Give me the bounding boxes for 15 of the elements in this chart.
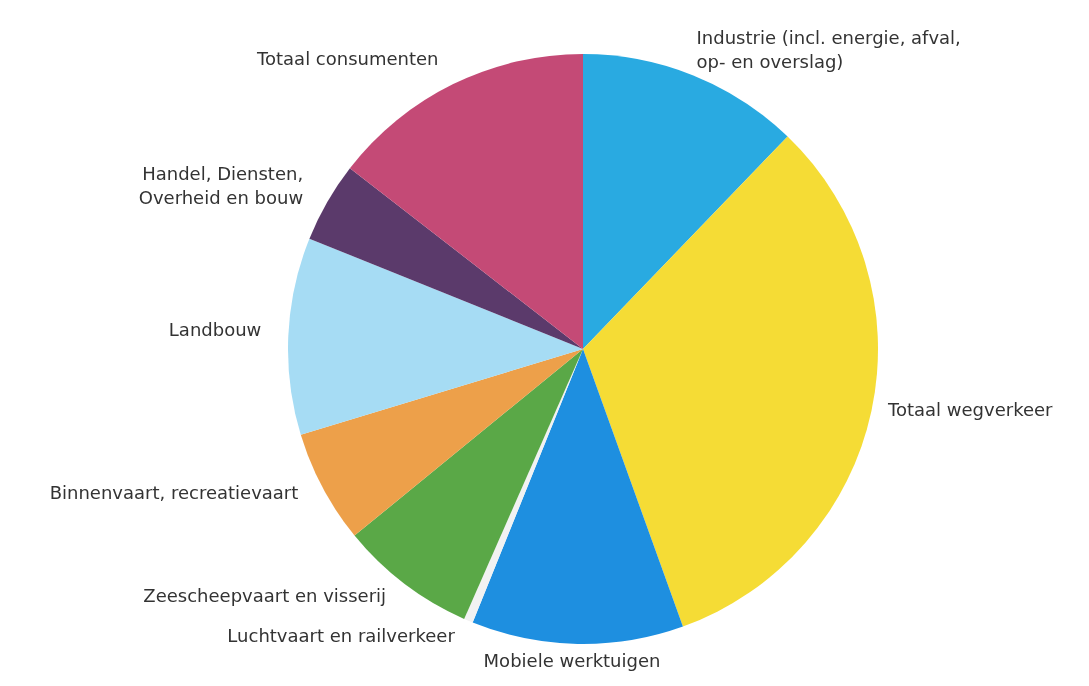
pie-slice — [464, 349, 583, 623]
pie-slice — [583, 136, 878, 627]
slice-label: Totaal consumenten — [256, 48, 439, 70]
pie-slice — [472, 349, 683, 644]
slice-label: Totaal wegverkeer — [887, 399, 1054, 421]
pie-slice — [300, 349, 583, 536]
slice-label: Binnenvaart, recreatievaart — [49, 482, 299, 504]
slice-label: Handel, Diensten, Overheid en bouw — [138, 163, 304, 209]
slice-label: Mobiele werktuigen — [483, 649, 661, 671]
slice-label: Landbouw — [168, 319, 262, 341]
pie-slice — [288, 238, 583, 435]
pie-slice — [309, 168, 583, 349]
slice-label: Luchtvaart en railverkeer — [227, 625, 456, 647]
slice-label: Zeescheepvaart en visserij — [143, 585, 387, 607]
slice-label: Industrie (incl. energie, afval, op- en overslag) — [696, 27, 961, 72]
